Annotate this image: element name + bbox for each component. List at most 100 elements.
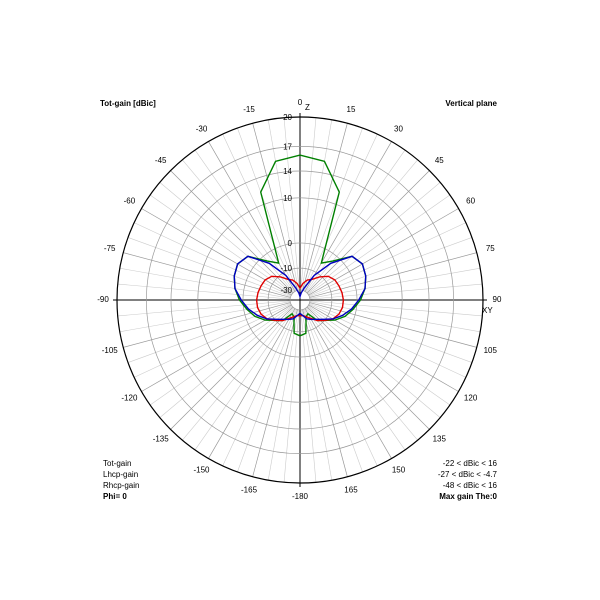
r-tick-label: -10 xyxy=(280,264,292,273)
radial-grid-line xyxy=(141,208,292,296)
minor-radial-line xyxy=(300,117,317,291)
grid-ring xyxy=(197,197,403,403)
minor-radial-line xyxy=(307,305,451,406)
max-gain-label: Max gain The:0 xyxy=(439,492,497,501)
grid-ring xyxy=(145,145,455,455)
minor-radial-line xyxy=(300,309,317,483)
minor-radial-line xyxy=(309,300,483,317)
angle-tick-label: 120 xyxy=(464,394,478,403)
angle-tick-label: 105 xyxy=(484,346,498,355)
minor-radial-line xyxy=(307,306,441,418)
minor-radial-line xyxy=(194,307,295,451)
radial-grid-line xyxy=(308,208,459,296)
minor-radial-line xyxy=(134,222,292,297)
minor-radial-line xyxy=(305,149,406,293)
grid-ring xyxy=(289,289,311,311)
angle-tick-label: 135 xyxy=(433,434,447,443)
minor-radial-line xyxy=(182,307,294,441)
minor-radial-line xyxy=(283,117,300,291)
angle-tick-label: -180 xyxy=(292,492,309,501)
minor-radial-line xyxy=(309,283,483,300)
radial-grid-line xyxy=(208,141,296,292)
chart-subtitle: Vertical plane xyxy=(445,99,497,108)
r-tick-label: 10 xyxy=(283,194,292,203)
radial-grid-line xyxy=(123,252,291,298)
minor-radial-line xyxy=(309,303,473,363)
angle-tick-label: 0 xyxy=(298,98,303,107)
minor-radial-line xyxy=(307,182,441,294)
minor-radial-line xyxy=(127,303,291,363)
legend-label: Tot-gain xyxy=(103,459,131,468)
minor-radial-line xyxy=(301,119,333,291)
minor-radial-line xyxy=(159,182,293,294)
minor-radial-line xyxy=(303,309,363,473)
minor-radial-line xyxy=(194,149,295,293)
minor-radial-line xyxy=(159,306,293,418)
minor-radial-line xyxy=(283,309,300,483)
angle-tick-label: -150 xyxy=(193,466,210,475)
angle-tick-label: -45 xyxy=(155,156,167,165)
minor-radial-line xyxy=(309,301,481,333)
minor-radial-line xyxy=(237,127,297,291)
minor-radial-line xyxy=(237,309,297,473)
legend-range: -22 < dBic < 16 xyxy=(443,459,498,468)
radial-grid-line xyxy=(306,170,430,294)
legend-range: -27 < dBic < -4.7 xyxy=(438,470,498,479)
minor-radial-line xyxy=(308,222,466,297)
radial-grid-line xyxy=(304,141,392,292)
radial-grid-line xyxy=(170,170,294,294)
radial-grid-line xyxy=(252,309,298,477)
angle-tick-label: 60 xyxy=(466,197,475,206)
radial-grid-line xyxy=(170,306,294,430)
minor-radial-line xyxy=(222,134,297,292)
minor-radial-line xyxy=(301,309,333,481)
radial-grid-line xyxy=(302,123,348,291)
radial-grid-line xyxy=(302,309,348,477)
legend-range: -48 < dBic < 16 xyxy=(443,481,498,490)
angle-tick-label: -120 xyxy=(121,394,138,403)
radial-grid-line xyxy=(123,302,291,348)
angle-tick-label: -165 xyxy=(241,485,258,494)
r-tick-label: 0 xyxy=(288,239,293,248)
minor-radial-line xyxy=(149,194,293,295)
legend-label: Lhcp-gain xyxy=(103,470,138,479)
angle-tick-label: 15 xyxy=(347,105,356,114)
angle-tick-label: 45 xyxy=(435,156,444,165)
r-tick-label: 14 xyxy=(283,167,292,176)
minor-radial-line xyxy=(182,159,294,293)
minor-radial-line xyxy=(117,283,291,300)
series-line xyxy=(233,255,367,321)
angle-tick-label: -60 xyxy=(124,197,136,206)
minor-radial-line xyxy=(267,309,299,481)
minor-radial-line xyxy=(117,300,291,317)
grid-ring xyxy=(170,170,430,430)
minor-radial-line xyxy=(303,308,378,466)
grid-ring xyxy=(116,116,484,484)
minor-radial-line xyxy=(309,267,481,299)
z-axis-label: Z xyxy=(305,103,310,112)
minor-radial-line xyxy=(306,307,418,441)
angle-tick-label: -15 xyxy=(243,105,255,114)
minor-radial-line xyxy=(309,237,473,297)
xy-axis-label: XY xyxy=(482,306,493,315)
radial-grid-line xyxy=(208,308,296,459)
angle-tick-label: -105 xyxy=(102,346,119,355)
r-tick-label: -30 xyxy=(280,286,292,295)
minor-radial-line xyxy=(119,267,291,299)
minor-radial-line xyxy=(306,159,418,293)
radial-grid-line xyxy=(252,123,298,291)
angle-tick-label: 165 xyxy=(344,485,358,494)
radial-grid-line xyxy=(309,252,477,298)
r-tick-label: 17 xyxy=(283,142,292,151)
angle-tick-label: 150 xyxy=(392,466,406,475)
radial-grid-line xyxy=(306,306,430,430)
minor-radial-line xyxy=(127,237,291,297)
minor-radial-line xyxy=(305,307,406,451)
grid-ring xyxy=(242,242,358,358)
minor-radial-line xyxy=(307,194,451,295)
phi-label: Phi= 0 xyxy=(103,492,127,501)
r-tick-label: 20 xyxy=(283,113,292,122)
radial-grid-line xyxy=(309,302,477,348)
angle-tick-label: -135 xyxy=(153,434,170,443)
